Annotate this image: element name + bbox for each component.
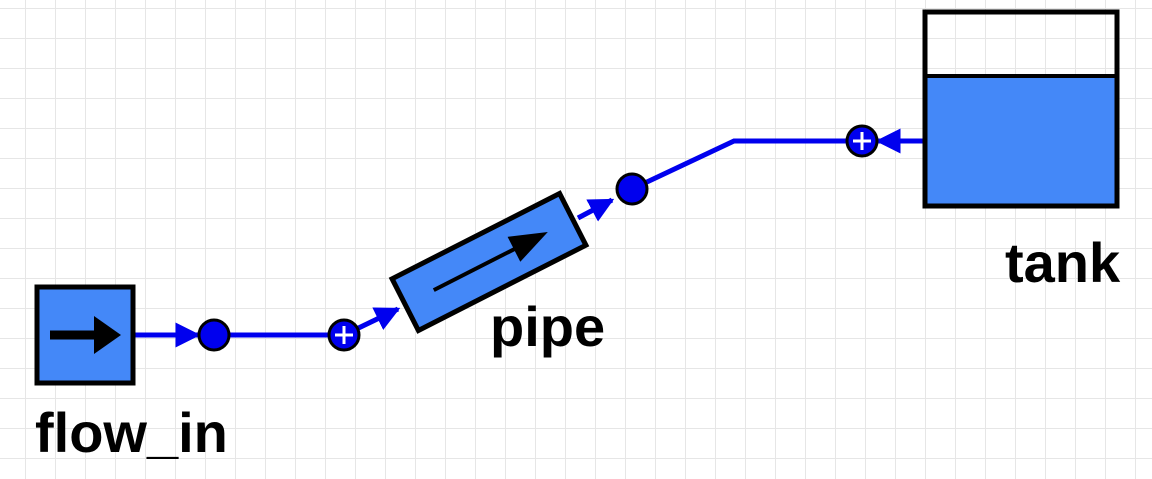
plus-port-icon[interactable] xyxy=(327,318,361,352)
connection-node[interactable] xyxy=(615,172,649,206)
arrow-right-icon xyxy=(432,232,548,292)
tank-block[interactable]: tank xyxy=(922,9,1121,294)
connection-node[interactable] xyxy=(197,318,231,352)
connection-node-to-tank-port[interactable] xyxy=(630,138,862,192)
connection-pipe-to-node[interactable] xyxy=(576,197,615,222)
tank-box[interactable] xyxy=(922,9,1120,209)
flow_in-label: flow_in xyxy=(35,401,228,464)
flow_in-block[interactable]: flow_in xyxy=(34,284,228,464)
plus-port-icon[interactable] xyxy=(845,124,879,158)
tank-label: tank xyxy=(1005,231,1121,294)
pipe-block[interactable]: pipe xyxy=(388,190,605,358)
ports xyxy=(197,124,879,352)
arrow-right-icon xyxy=(50,316,121,354)
pipe-label: pipe xyxy=(490,295,605,358)
tank-liquid-fill xyxy=(925,76,1117,206)
